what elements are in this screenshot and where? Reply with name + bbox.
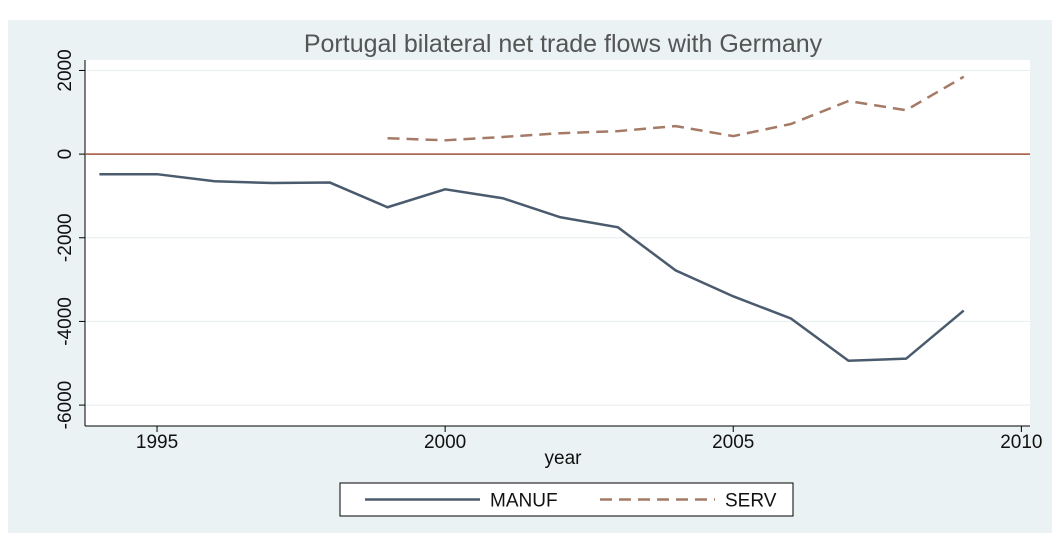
- y-tick-label: -4000: [55, 297, 76, 346]
- series-line: [99, 172, 965, 363]
- plot-area: [85, 60, 1030, 426]
- x-tick-label: 2005: [712, 432, 754, 453]
- x-tick-label: 2000: [424, 432, 466, 453]
- y-tick-label: -2000: [55, 213, 76, 262]
- series-line: [387, 75, 965, 142]
- chart-title: Portugal bilateral net trade flows with …: [304, 30, 823, 58]
- legend-label: MANUF: [490, 491, 558, 512]
- x-tick-label: 1995: [136, 432, 178, 453]
- x-axis-label: year: [545, 448, 583, 469]
- y-tick-label: -6000: [55, 381, 76, 430]
- legend-label: SERV: [725, 491, 777, 512]
- y-tick-label: 2000: [55, 49, 76, 91]
- y-tick-label: 0: [55, 149, 76, 160]
- x-tick-label: 2010: [1000, 432, 1042, 453]
